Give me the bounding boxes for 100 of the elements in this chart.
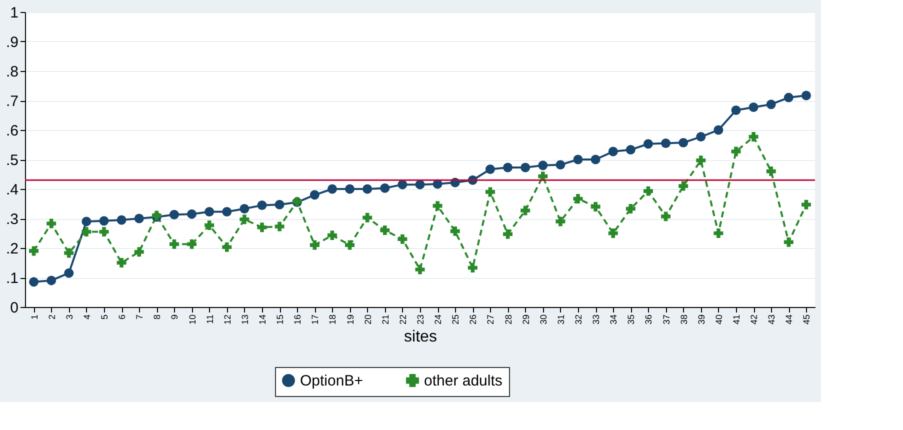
point xyxy=(46,276,56,286)
point xyxy=(766,166,776,176)
point xyxy=(801,90,811,100)
point xyxy=(99,216,109,226)
x-tick-label: 44 xyxy=(784,314,794,325)
point xyxy=(731,106,741,115)
point xyxy=(748,132,758,142)
y-tick-label: 1 xyxy=(10,4,18,22)
x-tick-label: 8 xyxy=(152,314,162,320)
y-tick-label: .9 xyxy=(6,34,18,51)
x-tick-label: 27 xyxy=(486,314,496,325)
point xyxy=(398,234,408,244)
point xyxy=(784,237,794,247)
x-axis-title: sites xyxy=(404,328,437,346)
x-tick-label: 43 xyxy=(766,314,777,325)
point xyxy=(556,160,566,170)
x-tick-label: 41 xyxy=(732,314,742,325)
point xyxy=(556,216,566,226)
point xyxy=(46,218,56,228)
x-tick-label: 14 xyxy=(258,314,268,325)
point xyxy=(116,258,126,268)
y-tick-label: .3 xyxy=(6,211,18,228)
point xyxy=(99,227,109,237)
x-tick-label: 7 xyxy=(134,314,145,320)
point xyxy=(766,100,776,110)
x-tick-label: 33 xyxy=(591,314,602,325)
point xyxy=(310,190,320,200)
point xyxy=(169,239,179,249)
point xyxy=(187,209,197,219)
y-tick-label: .6 xyxy=(6,122,18,140)
point xyxy=(134,214,144,224)
point xyxy=(82,216,92,226)
point xyxy=(748,102,758,112)
y-tick-label: .4 xyxy=(6,182,18,198)
x-tick-label: 19 xyxy=(345,314,356,325)
point xyxy=(204,206,214,216)
point xyxy=(204,220,214,230)
point xyxy=(240,204,250,214)
y-tick-label: .8 xyxy=(6,64,18,80)
x-tick-label: 35 xyxy=(626,314,636,325)
point xyxy=(590,202,600,212)
point xyxy=(450,226,460,236)
point xyxy=(415,180,425,190)
point xyxy=(661,212,671,222)
x-tick-label: 36 xyxy=(644,314,654,325)
x-tick-label: 45 xyxy=(802,314,812,325)
point xyxy=(257,200,267,210)
point xyxy=(696,156,706,166)
point xyxy=(222,206,232,216)
point xyxy=(274,222,284,232)
x-tick-label: 21 xyxy=(380,314,390,325)
point xyxy=(661,138,671,148)
x-tick-label: 12 xyxy=(222,314,232,325)
y-tick-label: 0 xyxy=(10,300,18,316)
point xyxy=(116,215,126,225)
point xyxy=(310,240,320,250)
x-tick-label: 42 xyxy=(749,314,760,325)
point xyxy=(64,248,74,258)
point xyxy=(345,240,355,250)
point xyxy=(590,154,600,164)
x-tick-label: 39 xyxy=(696,314,706,325)
point xyxy=(678,138,688,148)
point xyxy=(520,162,530,172)
point xyxy=(696,132,706,142)
x-tick-label: 1 xyxy=(29,314,40,320)
x-tick-label: 34 xyxy=(608,314,619,325)
y-tick-label: .5 xyxy=(6,152,18,169)
point xyxy=(503,229,513,239)
point xyxy=(380,183,390,193)
point xyxy=(468,263,478,273)
x-tick-label: 18 xyxy=(328,314,338,325)
x-tick-label: 20 xyxy=(362,314,373,325)
point xyxy=(82,227,92,237)
x-tick-label: 37 xyxy=(661,314,672,325)
point xyxy=(327,230,337,240)
x-tick-label: 29 xyxy=(520,314,531,325)
point xyxy=(643,139,653,149)
point xyxy=(520,206,530,216)
x-tick-label: 32 xyxy=(574,314,584,325)
x-tick-label: 28 xyxy=(503,314,514,325)
x-tick-label: 30 xyxy=(538,314,548,325)
point xyxy=(573,154,583,164)
point xyxy=(29,246,39,256)
point xyxy=(608,228,618,238)
point xyxy=(345,184,355,194)
point xyxy=(274,200,284,210)
point xyxy=(398,180,408,190)
point xyxy=(801,200,811,210)
point xyxy=(626,204,636,214)
x-tick-label: 24 xyxy=(433,314,444,325)
point xyxy=(714,125,724,135)
x-tick-label: 22 xyxy=(398,314,408,325)
point xyxy=(432,201,442,211)
x-tick-label: 9 xyxy=(170,314,180,320)
point xyxy=(485,164,495,174)
x-tick-label: 25 xyxy=(450,314,461,325)
point xyxy=(626,145,636,154)
x-tick-label: 2 xyxy=(46,314,57,320)
x-tick-label: 15 xyxy=(275,314,286,325)
x-tick-label: 26 xyxy=(468,314,478,325)
